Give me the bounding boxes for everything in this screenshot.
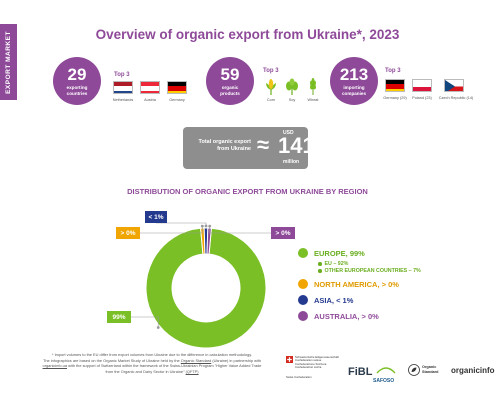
top-company-country-label: Czech Republic (14): [438, 96, 474, 100]
approx-symbol: ≈: [257, 132, 270, 157]
legend-label: EUROPE, 99%: [314, 248, 365, 258]
safosco-arc-icon: [376, 367, 396, 374]
top-company-country-label: Germany (29): [383, 96, 407, 100]
total-unit: million: [283, 159, 300, 165]
legend-asia: ASIA, < 1%: [298, 295, 353, 305]
stat-label-line1: organic: [221, 85, 239, 91]
leader-line: [131, 316, 159, 328]
legend-europe: EUROPE, 99%: [298, 248, 365, 258]
total-value: 141: [278, 133, 315, 158]
legend-label: ASIA, < 1%: [314, 295, 354, 305]
corn-icon: [266, 79, 276, 95]
swiss-confederation-logo: Schweizerische Eidgenossenschaft Confédé…: [286, 355, 339, 380]
total-label-line2: from Ukraine: [217, 145, 251, 152]
fibl-logo: FiBL: [348, 366, 373, 378]
soy-icon: [286, 78, 298, 95]
legend-label: AUSTRALIA, > 0%: [314, 311, 379, 321]
top3-label-companies: Top 3: [385, 68, 401, 74]
qftp-link[interactable]: (QFTP): [185, 368, 199, 374]
stat-value: 29: [67, 65, 87, 85]
top-product-label: Wheat: [307, 98, 319, 102]
organicinfo-link[interactable]: organicinfo.ua: [42, 363, 67, 369]
legend-sub-label: EU – 92%: [324, 261, 349, 267]
leader-line: [140, 226, 203, 234]
legend-dot: [298, 311, 308, 321]
top-product-label: Soy: [288, 98, 296, 102]
top3-label-products: Top 3: [263, 68, 279, 74]
legend-dot: [298, 295, 308, 305]
australia-data-label: > 0%: [271, 227, 295, 239]
footnote-text: (Ukraine) in partnership with: [212, 357, 262, 363]
footnote-text: with the support of Switzerland within t…: [68, 363, 262, 369]
total-currency: USD: [283, 130, 294, 136]
legend-sub-other: OTHER EUROPEAN COUNTRIES – 7%: [318, 268, 421, 274]
australia-slice: [206, 227, 212, 255]
legend-sub-eu: EU – 92%: [318, 261, 348, 267]
top-country-label: Germany: [169, 98, 185, 102]
top-country-label: Austria: [144, 98, 156, 102]
footnote: * Import volumes to the EU differ from e…: [32, 352, 272, 375]
legend-sub-label: OTHER EUROPEAN COUNTRIES – 7%: [324, 268, 421, 274]
legend-label: NORTH AMERICA, > 0%: [314, 279, 399, 289]
legend-dot: [298, 279, 308, 289]
stat-label-line2: countries: [66, 90, 88, 96]
organic-standard-link[interactable]: Organic Standard: [180, 357, 212, 363]
organic-standard-leaf-icon: [408, 364, 420, 376]
total-export-box: Total organic export from Ukraine ≈ USD …: [183, 127, 315, 169]
europe-slice: [145, 227, 267, 349]
organic-products-stat: 59 organic products: [206, 57, 254, 105]
leader-line: [209, 226, 271, 234]
organic-standard-logo: Organic Standard: [408, 364, 438, 376]
stat-value: 59: [220, 65, 240, 85]
footnote-text: from the Organic and Dairy Sector in Ukr…: [105, 368, 185, 374]
swiss-cross-icon: [286, 356, 293, 363]
asia-data-label: < 1%: [145, 211, 167, 223]
top-product-label: Corn: [266, 98, 276, 102]
leader-line: [156, 222, 207, 226]
stat-value: 213: [339, 65, 369, 85]
austria-flag-icon: [140, 81, 160, 94]
footnote-line: * Import volumes to the EU differ from e…: [51, 352, 253, 357]
safosco-logo: SAFOSO: [373, 363, 399, 384]
exporting-countries-stat: 29 exporting countries: [53, 57, 101, 105]
czech-flag-icon: [444, 79, 464, 92]
footnote-text: The infographics are based on the Organi…: [42, 357, 180, 363]
leader-dot: [204, 224, 208, 228]
export-market-tab: EXPORT MARKET: [0, 24, 17, 100]
netherlands-flag-icon: [113, 81, 133, 94]
leader-dot: [208, 224, 212, 228]
north-america-data-label: > 0%: [116, 227, 140, 239]
total-label-line1: Total organic export: [198, 139, 251, 145]
poland-flag-icon: [412, 79, 432, 92]
germany-flag-icon: [167, 81, 187, 94]
stat-label-line2: companies: [342, 90, 366, 96]
top-country-label: Netherlands: [112, 98, 134, 102]
germany-flag-icon: [385, 79, 405, 92]
europe-data-label: 99%: [107, 311, 131, 323]
distribution-title: DISTRIBUTION OF ORGANIC EXPORT FROM UKRA…: [127, 187, 368, 196]
page-title: Overview of organic export from Ukraine*…: [95, 27, 400, 42]
leader-dot: [200, 224, 204, 228]
leader-dot: [156, 326, 160, 329]
legend-australia: AUSTRALIA, > 0%: [298, 311, 379, 321]
stat-label-line1: importing: [343, 85, 365, 91]
legend-dot: [298, 248, 308, 258]
wheat-icon: [310, 78, 316, 95]
top-company-country-label: Poland (23): [412, 96, 432, 100]
legend-north-america: NORTH AMERICA, > 0%: [298, 279, 399, 289]
stat-label-line2: products: [220, 90, 240, 96]
organicinfo-logo: organicinfo: [451, 366, 495, 375]
importing-companies-stat: 213 importing companies: [330, 57, 378, 105]
stat-label-line1: exporting: [66, 85, 88, 91]
top3-label-countries: Top 3: [114, 72, 130, 78]
